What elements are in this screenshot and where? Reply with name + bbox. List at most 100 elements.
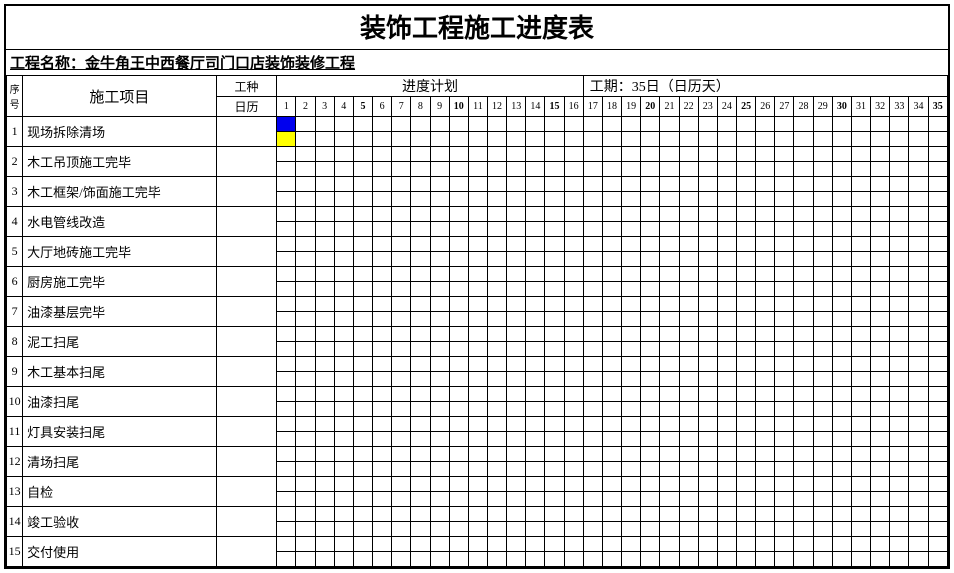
cell-11-34-bot [909,432,928,447]
cell-11-10-top [449,417,468,432]
cell-15-28-top [794,537,813,552]
cell-11-29-bot [813,432,832,447]
cell-10-30-top [832,387,851,402]
cell-15-23-top [698,537,717,552]
cell-13-6-bot [373,492,392,507]
cell-7-18-bot [602,312,621,327]
cell-9-2-bot [296,372,315,387]
cell-3-1-bot [277,192,296,207]
cell-1-26-top [756,117,775,132]
cell-9-14-top [526,357,545,372]
cell-9-19-bot [622,372,641,387]
cell-11-22-bot [679,432,698,447]
cell-11-23-top [698,417,717,432]
cell-2-12-bot [487,162,506,177]
cell-15-14-top [526,537,545,552]
cell-7-13-bot [507,312,526,327]
cell-14-29-top [813,507,832,522]
cell-2-33-bot [890,162,909,177]
cell-6-22-bot [679,282,698,297]
cell-10-4-bot [334,402,353,417]
cell-5-30-bot [832,252,851,267]
cell-1-15-bot [545,132,564,147]
cell-2-31-top [851,147,870,162]
cell-6-4-bot [334,282,353,297]
cell-8-12-top [487,327,506,342]
cell-6-7-top [392,267,411,282]
cell-10-24-bot [717,402,736,417]
cell-10-10-top [449,387,468,402]
cell-10-19-bot [622,402,641,417]
cell-12-1-top [277,447,296,462]
type-12 [216,447,277,477]
cell-14-13-bot [507,522,526,537]
cell-9-18-bot [602,372,621,387]
cell-9-15-top [545,357,564,372]
seq-15: 15 [7,537,23,567]
cell-1-5-top [353,117,372,132]
cell-14-4-bot [334,522,353,537]
cell-11-32-top [871,417,890,432]
cell-3-21-bot [660,192,679,207]
cell-13-23-bot [698,492,717,507]
cell-11-26-top [756,417,775,432]
cell-9-28-top [794,357,813,372]
cell-5-23-top [698,237,717,252]
cell-15-32-top [871,537,890,552]
cell-8-34-top [909,327,928,342]
type-6 [216,267,277,297]
cell-8-15-bot [545,342,564,357]
cell-11-28-bot [794,432,813,447]
cell-13-26-top [756,477,775,492]
cell-1-12-bot [487,132,506,147]
cell-2-21-top [660,147,679,162]
cell-5-27-top [775,237,794,252]
cell-11-4-bot [334,432,353,447]
cell-8-4-top [334,327,353,342]
cell-9-33-top [890,357,909,372]
day-header-23: 23 [698,97,717,117]
cell-9-25-top [737,357,756,372]
cell-10-13-bot [507,402,526,417]
cell-7-27-top [775,297,794,312]
cell-4-21-top [660,207,679,222]
cell-3-5-top [353,177,372,192]
cell-11-29-top [813,417,832,432]
task-10: 油漆扫尾 [23,387,217,417]
cell-15-12-bot [487,552,506,567]
cell-13-13-bot [507,492,526,507]
cell-7-9-bot [430,312,449,327]
cell-11-16-top [564,417,583,432]
seq-11: 11 [7,417,23,447]
day-header-18: 18 [602,97,621,117]
project-label: 工程名称： [10,56,85,72]
cell-8-17-bot [583,342,602,357]
cell-8-7-top [392,327,411,342]
cell-3-1-top [277,177,296,192]
cell-4-30-bot [832,222,851,237]
cell-5-32-top [871,237,890,252]
cell-14-24-bot [717,522,736,537]
cell-7-23-top [698,297,717,312]
cell-6-21-top [660,267,679,282]
cell-3-24-bot [717,192,736,207]
cell-4-12-bot [487,222,506,237]
cell-15-7-top [392,537,411,552]
cell-11-25-bot [737,432,756,447]
cell-2-11-top [468,147,487,162]
cell-8-35-bot [928,342,947,357]
cell-9-11-top [468,357,487,372]
cell-13-11-bot [468,492,487,507]
cell-9-31-top [851,357,870,372]
cell-14-23-top [698,507,717,522]
type-9 [216,357,277,387]
cell-7-17-bot [583,312,602,327]
cell-8-12-bot [487,342,506,357]
cell-12-21-bot [660,462,679,477]
cell-6-20-bot [641,282,660,297]
cell-2-6-top [373,147,392,162]
cell-15-31-bot [851,552,870,567]
cell-9-29-top [813,357,832,372]
cell-7-3-bot [315,312,334,327]
cell-4-23-bot [698,222,717,237]
